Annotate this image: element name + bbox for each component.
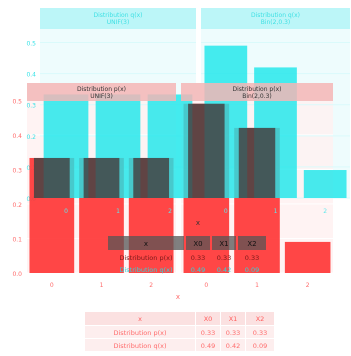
- overlap-bar: [188, 103, 225, 198]
- inline-table-cell: 0.33: [191, 254, 205, 262]
- p-facet-strip: [27, 83, 176, 101]
- table-cell-background: [221, 339, 245, 351]
- inline-table-header-text: X1: [219, 240, 228, 248]
- table-cell: 0.33: [226, 329, 240, 337]
- q-x-tick-label: 0: [224, 208, 228, 215]
- table-cell: 0.09: [253, 342, 267, 350]
- table-cell-background: [85, 326, 195, 338]
- inline-table-header-cell: [108, 236, 184, 250]
- q-facet-strip: [201, 8, 350, 29]
- q-x-tick-label: 1: [274, 208, 278, 215]
- overlap-bar: [133, 157, 170, 198]
- p-y-tick-label: 0.4: [12, 133, 22, 140]
- table-cell-background: [196, 339, 220, 351]
- table-header-text: X0: [204, 315, 213, 323]
- inline-table-cell: 0.33: [245, 254, 259, 262]
- table-header-cell: [246, 312, 274, 325]
- table-header-cell: [221, 312, 245, 325]
- p-facet-strip-label: Distribution p(x) Bin(2,0.3): [233, 86, 282, 100]
- inline-table-header-text: X0: [193, 240, 202, 248]
- p-facet-strip-label: Distribution p(x) UNIF(3): [77, 86, 126, 100]
- p-bar: [284, 241, 331, 273]
- table-cell-background: [85, 339, 195, 351]
- q-y-tick-label: 0.5: [26, 41, 36, 48]
- inline-table-cell: 0.09: [245, 266, 259, 274]
- p-facet-strip: [181, 83, 333, 101]
- p-x-axis-title: x: [176, 293, 180, 301]
- table-cell-background: [196, 326, 220, 338]
- q-facet-strip: [40, 8, 196, 29]
- q-x-tick-label: 2: [323, 208, 327, 215]
- table-cell: 0.49: [201, 342, 215, 350]
- table-header-text: x: [138, 315, 142, 323]
- inline-table-cell: Distribution p(x): [119, 254, 172, 262]
- table-cell: 0.33: [253, 329, 267, 337]
- overlap-bar: [238, 127, 276, 198]
- p-x-tick-label: 1: [255, 282, 259, 289]
- q-y-tick-label: 0.2: [26, 134, 36, 141]
- p-x-tick-label: 1: [100, 282, 104, 289]
- inline-table-cell: Distribution q(x): [119, 266, 172, 274]
- p-y-tick-label: 0.0: [12, 271, 22, 278]
- p-x-tick-label: 2: [149, 282, 153, 289]
- p-y-tick-label: 0.3: [12, 167, 22, 174]
- inline-table-cell: 0.49: [191, 266, 205, 274]
- q-bar: [303, 170, 347, 198]
- p-x-tick-label: 2: [306, 282, 310, 289]
- table-header-text: X1: [229, 315, 238, 323]
- p-x-tick-label: 0: [204, 282, 208, 289]
- q-y-tick-label: 0.4: [26, 72, 36, 79]
- inline-table-header-text: X2: [247, 240, 256, 248]
- p-y-tick-label: 0.2: [12, 202, 22, 209]
- table-cell: Distribution q(x): [113, 342, 166, 350]
- inline-table-header-cell: [186, 236, 210, 250]
- q-facet-strip-label: Distribution q(x) UNIF(3): [94, 12, 143, 26]
- q-x-tick-label: 1: [116, 208, 120, 215]
- inline-table-cell: 0.42: [217, 266, 231, 274]
- table-header-text: X2: [256, 315, 265, 323]
- table-cell-background: [246, 339, 274, 351]
- table-header-cell: [196, 312, 220, 325]
- inline-table-cell: 0.33: [217, 254, 231, 262]
- q-x-tick-label: 0: [64, 208, 68, 215]
- overlap-bar: [33, 157, 70, 198]
- table-cell: Distribution p(x): [113, 329, 166, 337]
- table-cell: 0.42: [226, 342, 240, 350]
- overlap-bar: [83, 157, 120, 198]
- table-header-cell: [85, 312, 195, 325]
- q-x-axis-title: x: [196, 219, 200, 227]
- p-y-tick-label: 0.1: [12, 236, 22, 243]
- p-y-tick-label: 0.5: [12, 98, 22, 105]
- inline-table-header-text: x: [144, 240, 148, 248]
- table-cell-background: [246, 326, 274, 338]
- inline-table-header-cell: [238, 236, 266, 250]
- inline-table-header-cell: [212, 236, 236, 250]
- q-facet-strip-label: Distribution q(x) Bin(2,0.3): [251, 12, 300, 26]
- q-y-tick-label: 0.3: [26, 103, 36, 110]
- table-cell: 0.33: [201, 329, 215, 337]
- q-x-tick-label: 2: [168, 208, 172, 215]
- table-cell-background: [221, 326, 245, 338]
- p-x-tick-label: 0: [50, 282, 54, 289]
